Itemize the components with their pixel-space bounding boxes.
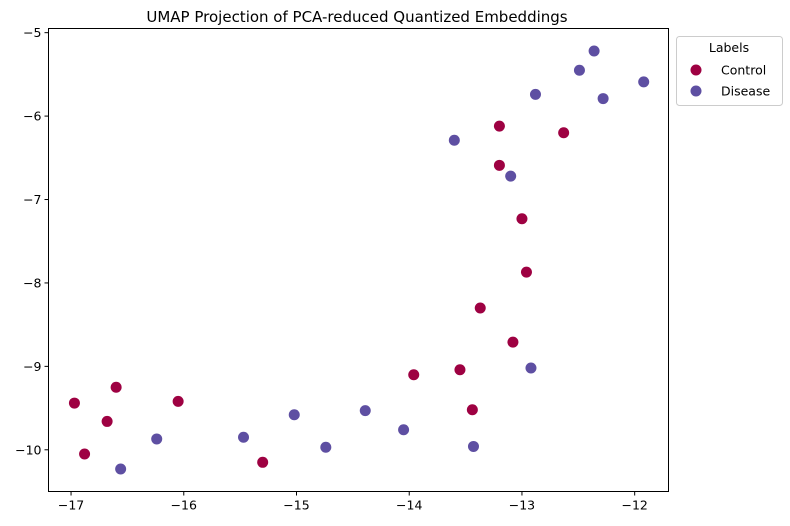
x-tick-label: −17 — [58, 498, 84, 513]
point-control-12 — [507, 336, 519, 348]
plot-frame — [48, 28, 669, 492]
point-disease-14 — [597, 93, 609, 105]
point-control-10 — [493, 120, 505, 132]
points-layer — [68, 45, 650, 475]
point-control-2 — [101, 415, 113, 427]
point-disease-2 — [238, 431, 250, 443]
point-disease-3 — [288, 409, 300, 421]
y-tick-label: −7 — [23, 192, 41, 207]
x-tick-label: −16 — [171, 498, 197, 513]
point-disease-12 — [573, 64, 585, 76]
chart-title: UMAP Projection of PCA-reduced Quantized… — [146, 8, 567, 26]
legend-marker-control — [690, 64, 702, 76]
x-tick-label: −12 — [621, 498, 647, 513]
point-control-15 — [558, 127, 570, 139]
point-control-6 — [408, 369, 420, 381]
y-tick-label: −6 — [23, 109, 41, 124]
point-disease-10 — [525, 362, 537, 374]
point-control-5 — [257, 456, 269, 468]
point-control-3 — [110, 381, 122, 393]
y-tick-label: −5 — [23, 25, 41, 40]
legend-label-disease: Disease — [721, 84, 770, 99]
point-disease-1 — [151, 433, 163, 445]
point-disease-4 — [320, 441, 332, 453]
point-disease-9 — [505, 170, 517, 182]
point-disease-5 — [359, 405, 371, 417]
legend-marker-disease — [690, 85, 702, 97]
point-control-7 — [454, 364, 466, 376]
y-tick-label: −8 — [23, 275, 41, 290]
point-disease-11 — [529, 88, 541, 100]
point-disease-13 — [588, 45, 600, 57]
legend-items: Control Disease — [690, 63, 770, 99]
y-tick-label: −9 — [23, 359, 41, 374]
point-disease-7 — [448, 134, 460, 146]
legend-box — [676, 36, 783, 106]
point-disease-0 — [115, 463, 127, 475]
point-control-13 — [516, 213, 528, 225]
legend-title: Labels — [709, 40, 749, 55]
point-disease-6 — [398, 424, 410, 436]
point-disease-15 — [638, 76, 650, 88]
point-control-9 — [474, 302, 486, 314]
point-control-1 — [79, 448, 91, 460]
point-control-14 — [520, 266, 532, 278]
x-axis: −17 −16 −15 −14 −13 −12 — [58, 491, 648, 513]
point-disease-8 — [467, 440, 479, 452]
x-tick-label: −15 — [283, 498, 309, 513]
y-tick-label: −10 — [15, 442, 41, 457]
x-tick-label: −14 — [396, 498, 422, 513]
point-control-0 — [68, 397, 80, 409]
point-control-4 — [172, 395, 184, 407]
legend: Labels Control Disease — [676, 36, 783, 106]
legend-label-control: Control — [721, 63, 766, 78]
point-control-8 — [466, 404, 478, 416]
x-tick-label: −13 — [509, 498, 535, 513]
y-axis: −5 −6 −7 −8 −9 −10 — [15, 25, 49, 457]
point-control-11 — [493, 159, 505, 171]
